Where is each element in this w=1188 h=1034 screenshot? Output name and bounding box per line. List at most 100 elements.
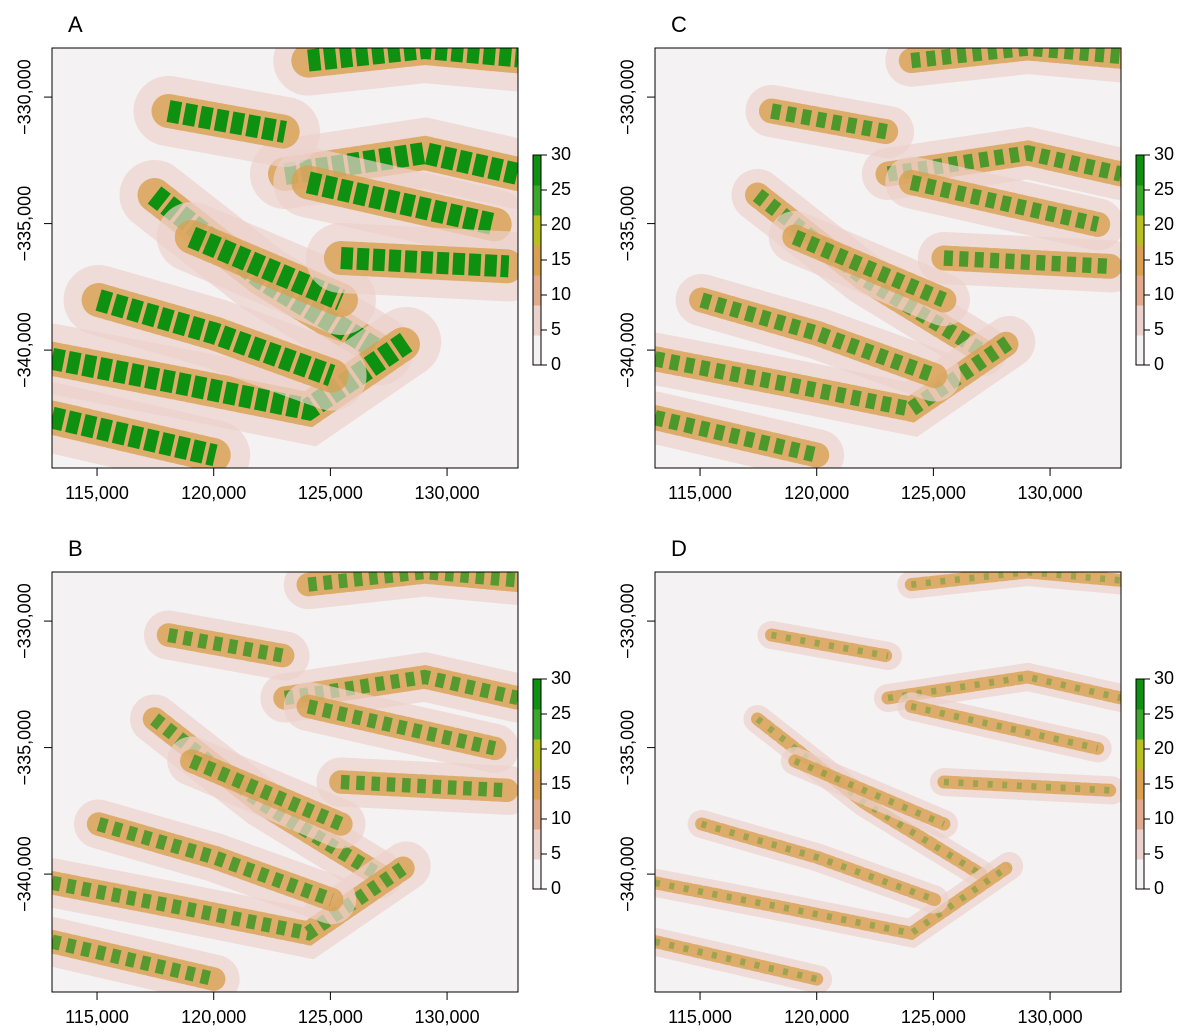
colorbar-segment bbox=[1136, 739, 1144, 770]
colorbar-tick-label: 15 bbox=[551, 773, 571, 793]
x-tick-label: 115,000 bbox=[668, 483, 732, 503]
colorbar-segment bbox=[533, 335, 541, 366]
terrain-steep bbox=[307, 572, 518, 592]
terrain-steep bbox=[96, 817, 335, 907]
colorbar-segment bbox=[1136, 245, 1144, 276]
colorbar-segment bbox=[1136, 859, 1144, 890]
colorbar-tick-label: 15 bbox=[1154, 773, 1174, 793]
terrain-slope bbox=[695, 817, 942, 907]
panel-title: D bbox=[671, 536, 687, 561]
terrain-slope bbox=[881, 670, 1121, 705]
x-tick-label: 115,000 bbox=[65, 483, 129, 503]
terrain-steep bbox=[52, 860, 411, 941]
colorbar-tick-label: 0 bbox=[551, 878, 561, 898]
y-tick-label: −340,000 bbox=[15, 836, 35, 912]
colorbar-tick-label: 25 bbox=[1154, 703, 1174, 723]
x-tick-label: 125,000 bbox=[901, 483, 966, 503]
colorbar-segment bbox=[533, 245, 541, 276]
terrain-steep bbox=[770, 103, 890, 140]
colorbar-tick-label: 10 bbox=[551, 284, 571, 304]
terrain-steep bbox=[943, 250, 1113, 275]
y-tick-label: −340,000 bbox=[618, 836, 638, 912]
colorbar-segment bbox=[533, 739, 541, 770]
colorbar-tick-label: 20 bbox=[551, 214, 571, 234]
colorbar-tick-label: 15 bbox=[551, 249, 571, 269]
colorbar-segment bbox=[533, 829, 541, 860]
y-tick-label: −335,000 bbox=[618, 186, 638, 262]
terrain-steep bbox=[910, 703, 1099, 752]
x-tick-label: 115,000 bbox=[65, 1007, 129, 1027]
colorbar-segment bbox=[533, 155, 541, 186]
colorbar-tick-label: 5 bbox=[1154, 843, 1164, 863]
terrain-slope bbox=[904, 699, 1105, 755]
colorbar-segment bbox=[1136, 185, 1144, 216]
colorbar-tick-label: 30 bbox=[1154, 668, 1174, 688]
terrain-steep bbox=[655, 335, 1014, 418]
x-tick-label: 130,000 bbox=[415, 1007, 480, 1027]
colorbar-segment bbox=[533, 709, 541, 740]
colorbar-segment bbox=[1136, 275, 1144, 306]
y-tick-label: −330,000 bbox=[15, 59, 35, 135]
y-tick-label: −335,000 bbox=[15, 710, 35, 786]
colorbar-tick-label: 20 bbox=[1154, 214, 1174, 234]
terrain-steep bbox=[52, 406, 218, 467]
colorbar-segment bbox=[1136, 709, 1144, 740]
colorbar-tick-label: 30 bbox=[551, 144, 571, 164]
colorbar-segment bbox=[533, 769, 541, 800]
x-tick-label: 120,000 bbox=[784, 1007, 849, 1027]
terrain-slope bbox=[937, 775, 1119, 797]
colorbar-segment bbox=[533, 215, 541, 246]
terrain-slope bbox=[904, 572, 1121, 592]
colorbar-segment bbox=[533, 799, 541, 830]
terrain-steep bbox=[793, 757, 946, 828]
plot-frame bbox=[654, 571, 1122, 993]
panel-title: A bbox=[68, 12, 83, 37]
terrain-steep bbox=[910, 48, 1121, 69]
colorbar-tick-label: 15 bbox=[1154, 249, 1174, 269]
x-tick-label: 120,000 bbox=[181, 1007, 246, 1027]
terrain-slope bbox=[655, 859, 1016, 941]
terrain-steep bbox=[887, 673, 1121, 702]
colorbar-tick-label: 5 bbox=[551, 319, 561, 339]
colorbar-tick-label: 20 bbox=[1154, 738, 1174, 758]
colorbar-segment bbox=[1136, 335, 1144, 366]
x-tick-label: 130,000 bbox=[1018, 483, 1083, 503]
plot-frame bbox=[654, 47, 1122, 469]
x-tick-label: 120,000 bbox=[784, 483, 849, 503]
terrain-steep bbox=[655, 410, 820, 463]
terrain-steep bbox=[770, 631, 889, 660]
terrain-steep bbox=[307, 48, 518, 72]
raster bbox=[52, 48, 518, 468]
terrain-steep bbox=[306, 699, 497, 756]
colorbar-segment bbox=[1136, 305, 1144, 336]
y-tick-label: −330,000 bbox=[618, 583, 638, 659]
colorbar-segment bbox=[1136, 799, 1144, 830]
raster bbox=[655, 48, 1121, 468]
terrain-steep bbox=[340, 774, 510, 798]
x-tick-label: 130,000 bbox=[1018, 1007, 1083, 1027]
terrain-slope bbox=[765, 628, 895, 663]
y-tick-label: −340,000 bbox=[15, 312, 35, 388]
terrain-steep bbox=[700, 820, 936, 903]
colorbar-segment bbox=[533, 305, 541, 336]
y-tick-label: −335,000 bbox=[618, 710, 638, 786]
colorbar-tick-label: 30 bbox=[551, 668, 571, 688]
colorbar-segment bbox=[1136, 679, 1144, 710]
x-tick-label: 130,000 bbox=[415, 483, 480, 503]
terrain-steep bbox=[95, 289, 336, 386]
terrain-steep bbox=[187, 226, 346, 311]
y-tick-label: −335,000 bbox=[15, 186, 35, 262]
panel-title: C bbox=[671, 12, 687, 37]
terrain-steep bbox=[699, 292, 938, 383]
terrain-steep bbox=[52, 934, 217, 987]
colorbar-tick-label: 5 bbox=[551, 843, 561, 863]
colorbar-tick-label: 5 bbox=[1154, 319, 1164, 339]
plot-frame bbox=[51, 47, 519, 469]
terrain-steep bbox=[909, 174, 1100, 232]
terrain-steep bbox=[340, 247, 510, 278]
colorbar-tick-label: 0 bbox=[1154, 354, 1164, 374]
terrain-steep bbox=[910, 572, 1121, 588]
colorbar-tick-label: 20 bbox=[551, 738, 571, 758]
y-tick-label: −340,000 bbox=[618, 312, 638, 388]
